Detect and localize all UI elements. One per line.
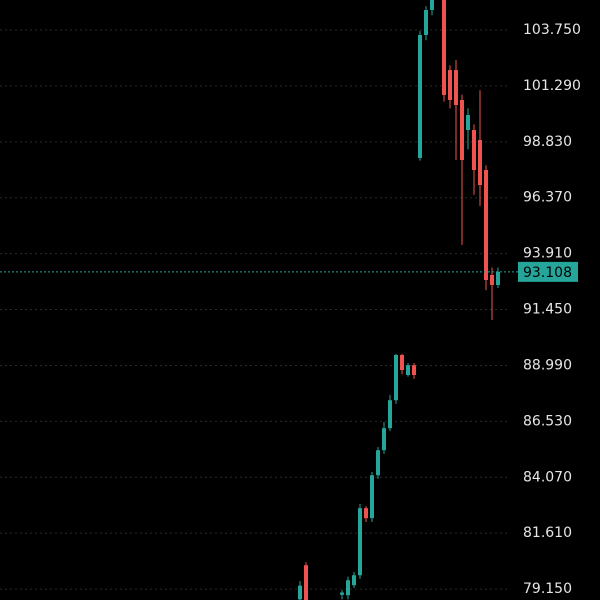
candle-body [448,70,452,100]
candle-body [472,130,476,170]
grid-layer [0,29,510,590]
candle-body [442,0,446,96]
candle-body [394,355,398,401]
y-tick-label: 84.070 [523,469,572,485]
candle-body [460,100,464,160]
y-tick-label: 103.750 [523,22,581,38]
candle-body [304,565,308,600]
candle-body [370,475,374,519]
candle-body [400,355,404,370]
candle-body [490,275,494,285]
candle-body [340,592,344,595]
candle-body [352,575,356,586]
y-tick-label: 96.370 [523,190,572,206]
y-tick-label: 93.910 [523,246,572,262]
plot-area [298,0,500,600]
candle-body [364,508,368,519]
candle-body [298,585,302,600]
candle-body [454,70,458,105]
y-tick-label: 88.990 [523,357,572,373]
candle-body [424,10,428,35]
candle-body [466,115,470,130]
y-tick-label: 79.150 [523,581,572,597]
candle-body [376,450,380,476]
y-tick-label: 81.610 [523,525,572,541]
candle-body [496,271,500,285]
candle-body [412,365,416,375]
candle-body [346,580,350,596]
candle-body [430,0,434,11]
y-tick-label: 98.830 [523,134,572,150]
price-axis: 103.750 101.290 98.830 96.370 93.910 91.450 88… [523,22,581,597]
candle-body [382,428,386,451]
y-tick-label: 91.450 [523,302,572,318]
y-tick-label: 86.530 [523,413,572,429]
y-tick-label: 101.290 [523,78,581,94]
candle-body [418,35,422,158]
candle-body [406,365,410,375]
candle-body [484,170,488,280]
candle-body [358,508,362,576]
last-price-label: 93.108 [523,265,572,281]
last-price-badge [518,261,578,282]
candle-body [388,400,392,429]
candle-body [478,140,482,185]
